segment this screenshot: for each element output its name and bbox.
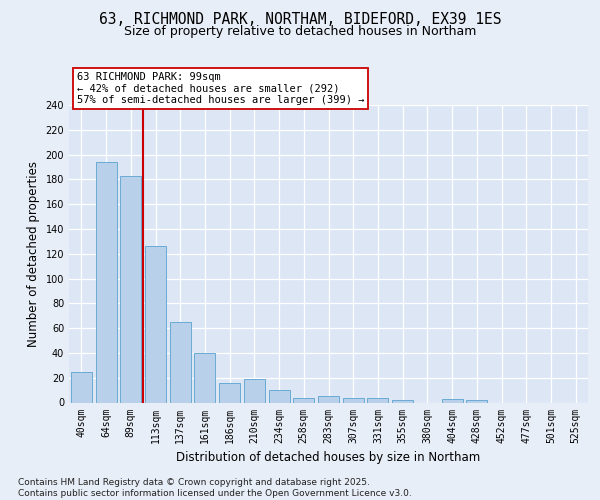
Text: 63 RICHMOND PARK: 99sqm
← 42% of detached houses are smaller (292)
57% of semi-d: 63 RICHMOND PARK: 99sqm ← 42% of detache… bbox=[77, 72, 364, 105]
Bar bbox=[120, 176, 141, 402]
Bar bbox=[293, 398, 314, 402]
Text: Size of property relative to detached houses in Northam: Size of property relative to detached ho… bbox=[124, 25, 476, 38]
Bar bbox=[145, 246, 166, 402]
Bar bbox=[343, 398, 364, 402]
Text: Contains HM Land Registry data © Crown copyright and database right 2025.
Contai: Contains HM Land Registry data © Crown c… bbox=[18, 478, 412, 498]
Bar bbox=[170, 322, 191, 402]
Bar bbox=[367, 398, 388, 402]
Bar bbox=[244, 379, 265, 402]
Bar bbox=[269, 390, 290, 402]
Text: 63, RICHMOND PARK, NORTHAM, BIDEFORD, EX39 1ES: 63, RICHMOND PARK, NORTHAM, BIDEFORD, EX… bbox=[99, 12, 501, 28]
Bar bbox=[194, 353, 215, 403]
Bar bbox=[392, 400, 413, 402]
X-axis label: Distribution of detached houses by size in Northam: Distribution of detached houses by size … bbox=[176, 451, 481, 464]
Bar bbox=[219, 382, 240, 402]
Bar bbox=[466, 400, 487, 402]
Bar bbox=[95, 162, 116, 402]
Y-axis label: Number of detached properties: Number of detached properties bbox=[27, 161, 40, 347]
Bar bbox=[71, 372, 92, 402]
Bar bbox=[318, 396, 339, 402]
Bar bbox=[442, 399, 463, 402]
